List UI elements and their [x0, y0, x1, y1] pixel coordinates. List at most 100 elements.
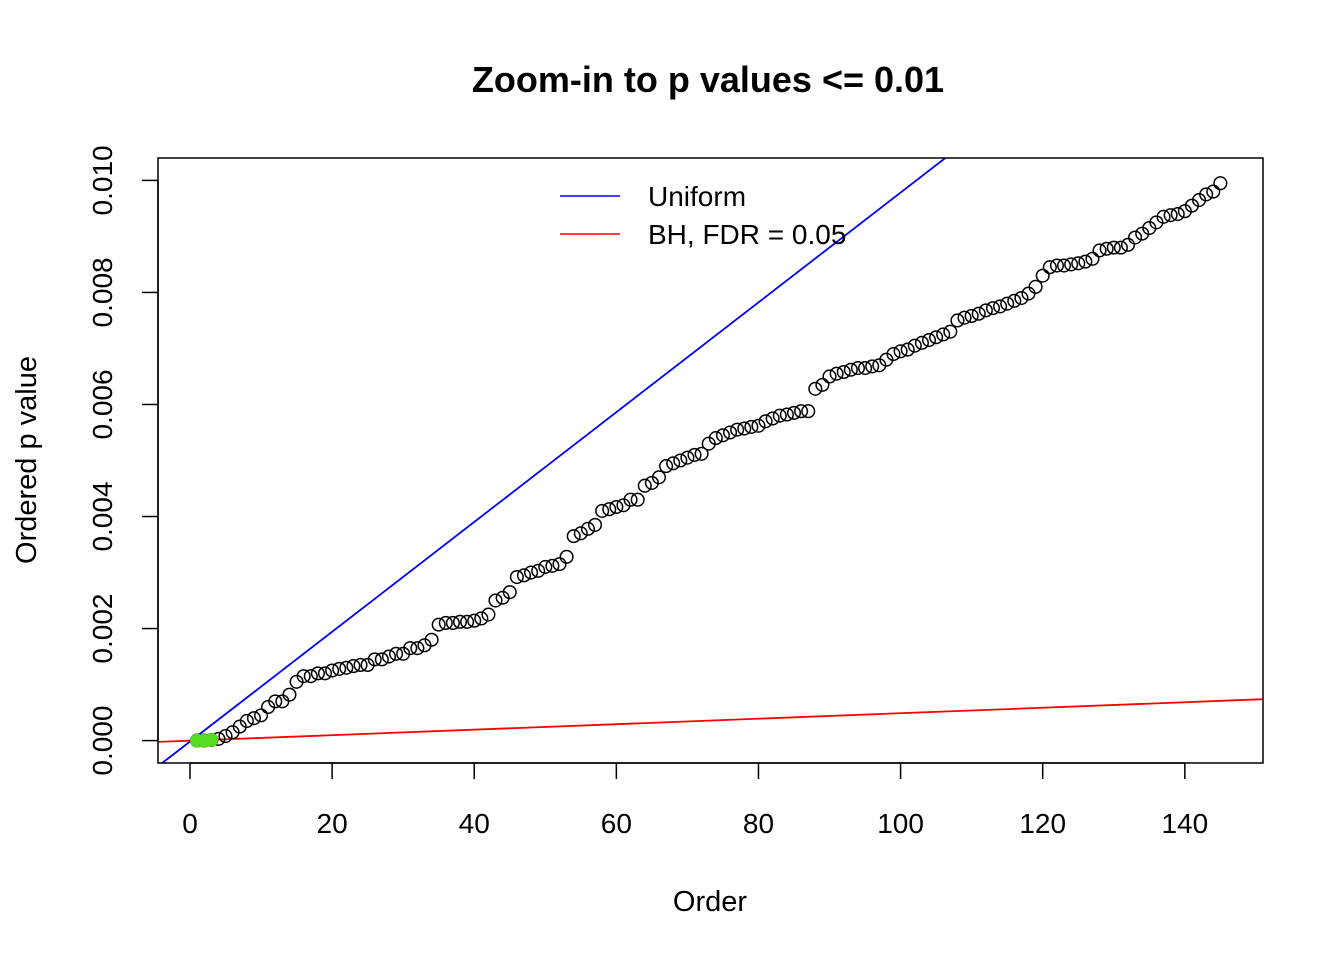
data-point — [722, 425, 738, 440]
data-point — [673, 453, 688, 468]
data-point — [651, 470, 667, 485]
data-point — [936, 327, 951, 342]
data-point — [339, 660, 354, 675]
data-point — [559, 549, 574, 564]
data-point — [808, 381, 823, 396]
y-tick-label: 0.000 — [87, 706, 118, 776]
data-point — [403, 641, 418, 656]
data-point — [1035, 268, 1050, 283]
data-point — [310, 666, 325, 681]
data-point — [1000, 296, 1015, 311]
data-point — [978, 303, 993, 318]
data-point — [524, 565, 539, 580]
y-tick-label: 0.010 — [87, 145, 118, 215]
data-point — [552, 557, 567, 572]
data-point — [502, 585, 517, 600]
data-point — [509, 569, 524, 585]
legend-label-bh: BH, FDR = 0.05 — [648, 219, 846, 250]
data-point — [1071, 256, 1086, 271]
data-point — [609, 499, 624, 515]
x-tick-label: 0 — [182, 808, 198, 839]
x-axis: 0 20 40 60 80 100 120 140 — [182, 762, 1208, 839]
data-point — [587, 517, 603, 532]
data-point — [282, 687, 297, 702]
data-point — [858, 361, 873, 376]
data-point — [758, 414, 773, 429]
data-point — [452, 614, 468, 629]
data-point — [886, 347, 901, 362]
data-point — [1120, 237, 1136, 252]
data-point — [275, 694, 290, 709]
data-point — [1049, 258, 1064, 273]
data-point — [985, 301, 1001, 316]
data-point — [573, 526, 588, 541]
data-point — [836, 364, 851, 380]
data-point — [1042, 260, 1057, 275]
data-point — [325, 663, 340, 678]
legend-label-uniform: Uniform — [648, 181, 746, 212]
data-point — [381, 649, 396, 664]
data-point — [715, 428, 730, 443]
data-point — [957, 310, 972, 325]
data-point — [630, 492, 645, 507]
data-point — [921, 333, 937, 348]
data-point — [1156, 209, 1171, 224]
x-axis-label: Order — [673, 886, 747, 918]
data-point — [410, 641, 425, 656]
data-point — [317, 666, 333, 681]
data-point — [850, 361, 866, 376]
data-point — [346, 659, 361, 674]
data-point — [268, 694, 283, 709]
data-point — [993, 299, 1008, 314]
data-point — [1056, 258, 1072, 273]
data-point — [1028, 279, 1043, 294]
data-point — [218, 729, 233, 744]
data-point — [545, 558, 560, 573]
data-point — [1163, 208, 1178, 223]
reference-lines — [158, 158, 1263, 763]
data-point — [950, 313, 965, 328]
data-point — [1199, 187, 1214, 202]
y-tick-label: 0.004 — [87, 481, 118, 551]
data-point — [765, 411, 780, 426]
data-point — [353, 657, 368, 673]
data-point — [1170, 206, 1185, 222]
data-point — [1092, 243, 1107, 258]
data-point — [460, 614, 475, 629]
data-point — [1206, 184, 1221, 199]
data-point — [779, 407, 794, 422]
data-point — [374, 652, 389, 667]
data-point — [246, 711, 261, 726]
data-point — [516, 568, 532, 583]
data-point — [367, 652, 382, 667]
significant-point — [204, 733, 219, 747]
data-point — [332, 661, 347, 676]
data-point — [929, 330, 944, 345]
data-point — [1078, 254, 1093, 269]
data-point — [445, 615, 460, 631]
data-point — [843, 362, 858, 377]
data-point — [1213, 176, 1228, 191]
x-tick-label: 40 — [459, 808, 490, 839]
data-point — [772, 408, 787, 423]
data-point — [1085, 251, 1100, 266]
data-point — [694, 446, 709, 461]
data-point — [474, 611, 489, 626]
x-tick-label: 60 — [601, 808, 632, 839]
data-point — [1106, 240, 1121, 255]
data-point — [1113, 240, 1128, 255]
y-tick-label: 0.008 — [87, 257, 118, 327]
data-point — [488, 593, 503, 608]
data-point — [786, 405, 802, 420]
data-point — [580, 521, 595, 536]
data-point — [1099, 241, 1114, 256]
data-point — [914, 335, 929, 350]
y-tick-label: 0.002 — [87, 594, 118, 664]
data-point — [822, 369, 837, 384]
data-point — [467, 613, 482, 628]
x-tick-label: 20 — [317, 808, 348, 839]
data-point — [1064, 257, 1079, 272]
data-point — [531, 563, 546, 578]
data-point — [801, 404, 816, 419]
